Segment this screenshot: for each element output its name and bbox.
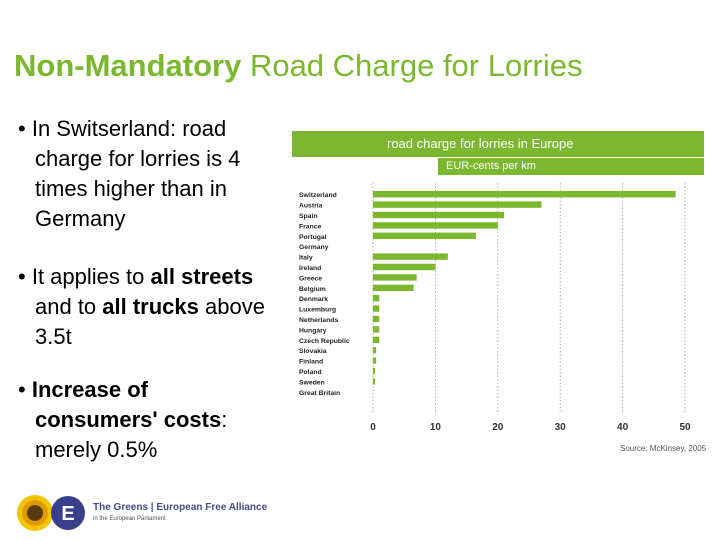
bar (373, 305, 380, 312)
bar (373, 336, 380, 343)
category-label: Netherlands (299, 317, 339, 324)
bullet-3-line-2-bold: consumers' costs (35, 407, 222, 432)
bullet-3: • Increase of consumers' costs: merely 0… (18, 375, 298, 465)
bullet-3-line-3: merely 0.5% (35, 437, 158, 462)
bullet-dot: • (18, 264, 32, 289)
category-label: Denmark (299, 296, 328, 303)
bar (373, 367, 375, 375)
x-tick-label: 50 (679, 422, 691, 433)
category-label: Austria (299, 203, 323, 210)
bullet-1-line-4: Germany (35, 206, 126, 231)
category-label: Hungary (299, 327, 327, 334)
bullet-dot: • (18, 116, 32, 141)
chart-container: road charge for lorries in Europe EUR-ce… (292, 131, 704, 461)
category-label: Sweden (299, 379, 325, 386)
bar (373, 357, 377, 364)
bullet-2: • It applies to all streets and to all t… (18, 262, 298, 352)
bar (373, 315, 380, 323)
category-label: Ireland (299, 265, 321, 272)
category-label: Finland (299, 359, 323, 366)
bar (373, 274, 417, 281)
category-label: Germany (299, 244, 329, 251)
category-label: Czech Republic (299, 338, 350, 345)
chart-subtitle: EUR-cents per km (446, 160, 536, 172)
bullet-2-line-1-text: It applies to (31, 264, 151, 289)
bullet-1-line-2: charge for lorries is 4 (35, 146, 241, 171)
x-tick-label: 0 (370, 422, 376, 433)
sunflower-icon (17, 495, 53, 531)
bar (373, 253, 448, 260)
title-bold: Non-Mandatory (14, 48, 242, 83)
greens-efa-logo: E (17, 495, 85, 531)
category-label: Poland (299, 369, 322, 376)
bullet-1-line-3: times higher than in (35, 176, 227, 201)
bullet-1-line-1: In Switserland: road (31, 116, 227, 141)
bullet-1: • In Switserland: road charge for lorrie… (18, 114, 298, 234)
chart-source: Source: McKinsey, 2005 (620, 444, 707, 453)
bar (373, 222, 498, 229)
bar (373, 347, 377, 354)
category-label: Slovakia (299, 348, 327, 355)
x-tick-label: 20 (492, 422, 504, 433)
footer-org-subtitle: in the European Parliament (93, 516, 166, 522)
category-label: Portugal (299, 234, 327, 241)
bar (373, 295, 380, 302)
bar (373, 263, 436, 271)
bar (373, 232, 476, 239)
chart-title: road charge for lorries in Europe (387, 136, 574, 151)
bar (373, 284, 414, 291)
bullet-2-line-2-text: and to (35, 294, 103, 319)
chart-title-bar: road charge for lorries in Europe (292, 131, 704, 157)
footer-org-name: The Greens | European Free Alliance (93, 502, 268, 513)
efa-star-circle-icon: E (51, 496, 85, 530)
bullet-2-line-2-post: above (198, 294, 265, 319)
bullet-2-line-2-bold: all trucks (102, 294, 199, 319)
bar (373, 326, 380, 333)
bullet-3-line-1: Increase of (31, 377, 148, 402)
bullet-2-line-1-bold: all streets (150, 264, 254, 289)
category-label: Great Britain (299, 390, 340, 397)
slide-title: Non-Mandatory Road Charge for Lorries (14, 48, 583, 84)
title-rest: Road Charge for Lorries (241, 48, 583, 83)
category-label: Greece (299, 275, 322, 282)
category-label: France (299, 223, 322, 230)
category-label: Belgium (299, 286, 326, 293)
bullet-dot: • (18, 377, 32, 402)
category-label: Italy (299, 255, 313, 262)
category-label: Switzerland (299, 192, 337, 199)
bullet-3-line-2-post: : (221, 407, 228, 432)
bar (373, 201, 542, 208)
category-label: Spain (299, 213, 318, 220)
category-label: Luxemburg (299, 307, 336, 314)
x-tick-label: 30 (555, 422, 567, 433)
bar (373, 378, 375, 385)
chart-subtitle-bar: EUR-cents per km (438, 158, 704, 175)
logo-letter: E (61, 503, 74, 525)
bullet-2-line-3: 3.5t (35, 324, 72, 349)
chart-plot: 0 10 20 30 40 50 Switzerland Austria Spain France… (299, 183, 691, 433)
bar (373, 191, 676, 198)
bar (373, 211, 505, 219)
x-tick-label: 10 (430, 422, 442, 433)
x-tick-label: 40 (617, 422, 629, 433)
